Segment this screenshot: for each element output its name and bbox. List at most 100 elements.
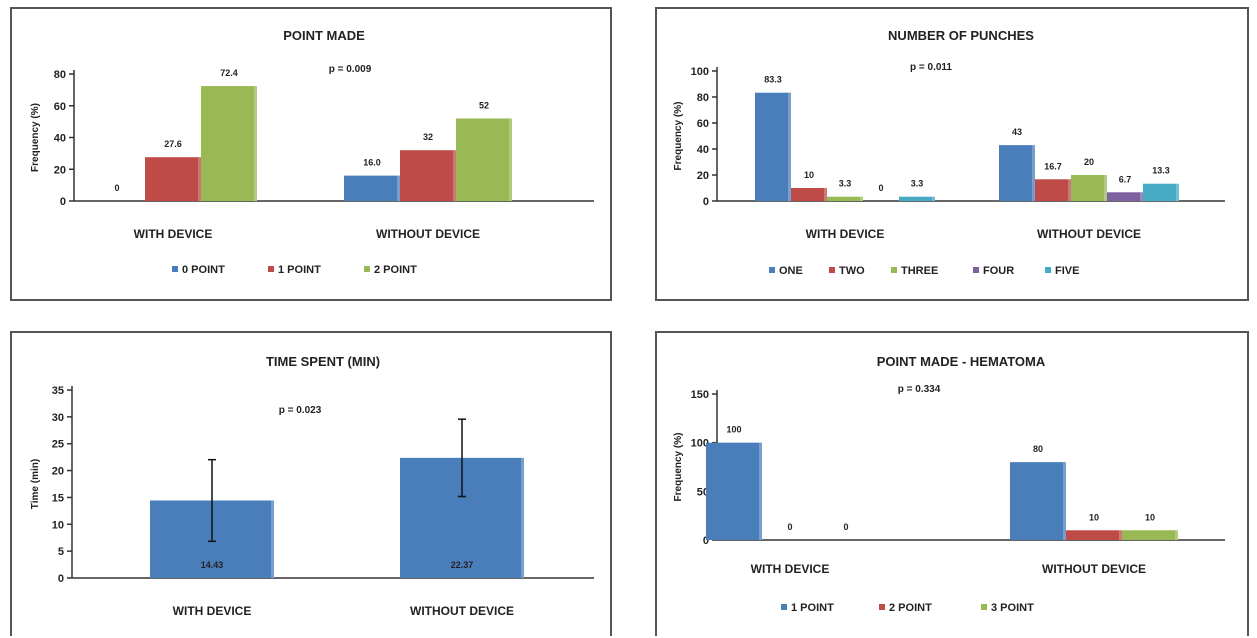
bar <box>1010 462 1066 540</box>
data-label: 0 <box>843 522 848 532</box>
bar <box>456 118 512 201</box>
data-label: 10 <box>1089 512 1099 522</box>
bar-highlight <box>1119 530 1122 540</box>
time-spent-chart: TIME SPENT (MIN) p = 0.023 Time (min) 0 5 10 1… <box>30 354 594 618</box>
y-tick-label: 50 <box>697 486 709 498</box>
y-tick-label: 20 <box>697 170 709 182</box>
data-label: 13.3 <box>1152 166 1170 176</box>
bar-highlight <box>521 457 524 578</box>
data-label: 52 <box>479 100 489 110</box>
data-label: 16.7 <box>1044 161 1062 171</box>
legend-label: FIVE <box>1055 265 1079 277</box>
y-tick-label: 0 <box>58 573 64 585</box>
bar-highlight <box>1175 530 1178 540</box>
point-made-chart: POINT MADE p = 0.009 Frequency (%) 0 20 40 60 8… <box>30 28 594 276</box>
y-tick-label: 40 <box>697 144 709 156</box>
p-value-annotation: p = 0.011 <box>910 62 952 73</box>
legend-label: 1 POINT <box>791 602 834 614</box>
bar <box>1107 192 1143 201</box>
data-label: 43 <box>1012 127 1022 137</box>
x-category-label: WITH DEVICE <box>173 604 252 618</box>
time-spent-chart-panel: TIME SPENT (MIN) p = 0.023 Time (min) 0 5 10 1… <box>10 331 612 636</box>
bar <box>1122 530 1178 540</box>
y-tick-label: 35 <box>52 385 64 397</box>
y-tick-label: 5 <box>58 546 64 558</box>
data-label: 27.6 <box>164 139 182 149</box>
y-axis-label: Frequency (%) <box>673 433 684 502</box>
y-tick-label: 100 <box>691 66 709 78</box>
data-label: 6.7 <box>1119 174 1132 184</box>
bar <box>201 86 257 201</box>
bar <box>755 92 791 201</box>
data-label: 16.0 <box>363 158 381 168</box>
bar-highlight <box>509 118 512 201</box>
p-value-annotation: p = 0.009 <box>329 64 372 75</box>
legend-swatch <box>268 266 274 272</box>
x-category-label: WITHOUT DEVICE <box>1037 227 1141 241</box>
data-label: 10 <box>1145 512 1155 522</box>
hematoma-chart: POINT MADE - HEMATOMA p = 0.334 Frequency … <box>673 354 1225 614</box>
bar-highlight <box>1104 175 1107 201</box>
y-tick-label: 20 <box>54 164 66 176</box>
point-made-chart-panel: POINT MADE p = 0.009 Frequency (%) 0 20 40 60 8… <box>10 7 612 301</box>
data-label: 83.3 <box>764 75 782 85</box>
data-label: 0 <box>114 183 119 193</box>
legend-label: 2 POINT <box>374 264 417 276</box>
bar-highlight <box>824 188 827 201</box>
hematoma-chart-panel: POINT MADE - HEMATOMA p = 0.334 Frequency … <box>655 331 1249 636</box>
number-of-punches-chart-panel: NUMBER OF PUNCHES p = 0.011 Frequency (%) 0… <box>655 7 1249 301</box>
p-value-annotation: p = 0.023 <box>279 405 322 416</box>
y-tick-label: 80 <box>54 69 66 81</box>
bar-highlight <box>254 86 257 201</box>
y-axis-label: Frequency (%) <box>30 103 41 172</box>
legend-label: 0 POINT <box>182 264 225 276</box>
y-tick-label: 60 <box>697 118 709 130</box>
y-tick-label: 40 <box>54 133 66 145</box>
y-tick-label: 0 <box>60 196 66 208</box>
data-label: 0 <box>878 183 883 193</box>
bar-highlight <box>1063 462 1066 540</box>
legend-label: 3 POINT <box>991 602 1034 614</box>
data-label: 10 <box>804 170 814 180</box>
x-category-label: WITHOUT DEVICE <box>410 604 514 618</box>
data-label: 22.37 <box>451 560 474 570</box>
chart-title: POINT MADE <box>283 28 365 43</box>
bar-highlight <box>198 157 201 201</box>
bar <box>706 442 762 540</box>
bar-highlight <box>932 196 935 201</box>
legend-swatch <box>891 267 897 273</box>
y-tick-label: 15 <box>52 492 64 504</box>
x-category-label: WITHOUT DEVICE <box>1042 562 1146 576</box>
legend-label: 1 POINT <box>278 264 321 276</box>
legend-swatch <box>172 266 178 272</box>
x-category-label: WITH DEVICE <box>751 562 830 576</box>
data-label: 72.4 <box>220 68 238 78</box>
legend-swatch <box>769 267 775 273</box>
bar-highlight <box>1176 183 1179 201</box>
bar-highlight <box>1068 179 1071 201</box>
bar <box>791 188 827 201</box>
bar-highlight <box>1140 192 1143 201</box>
y-tick-label: 25 <box>52 439 64 451</box>
legend-swatch <box>1045 267 1051 273</box>
y-tick-label: 100 <box>691 438 709 450</box>
x-category-label: WITH DEVICE <box>134 227 213 241</box>
bar <box>344 175 400 201</box>
y-tick-label: 30 <box>52 412 64 424</box>
bar <box>400 150 456 201</box>
legend-label: TWO <box>839 265 865 277</box>
legend-swatch <box>781 604 787 610</box>
legend-swatch <box>364 266 370 272</box>
y-tick-label: 0 <box>703 535 709 547</box>
x-category-label: WITHOUT DEVICE <box>376 227 480 241</box>
data-label: 100 <box>726 425 741 435</box>
data-label: 20 <box>1084 157 1094 167</box>
legend-swatch <box>829 267 835 273</box>
bar-highlight <box>271 500 274 578</box>
bar-highlight <box>860 196 863 201</box>
legend-swatch <box>879 604 885 610</box>
bar <box>1071 175 1107 201</box>
chart-title: TIME SPENT (MIN) <box>266 354 380 369</box>
bar-highlight <box>1032 145 1035 201</box>
bar <box>1035 179 1071 201</box>
